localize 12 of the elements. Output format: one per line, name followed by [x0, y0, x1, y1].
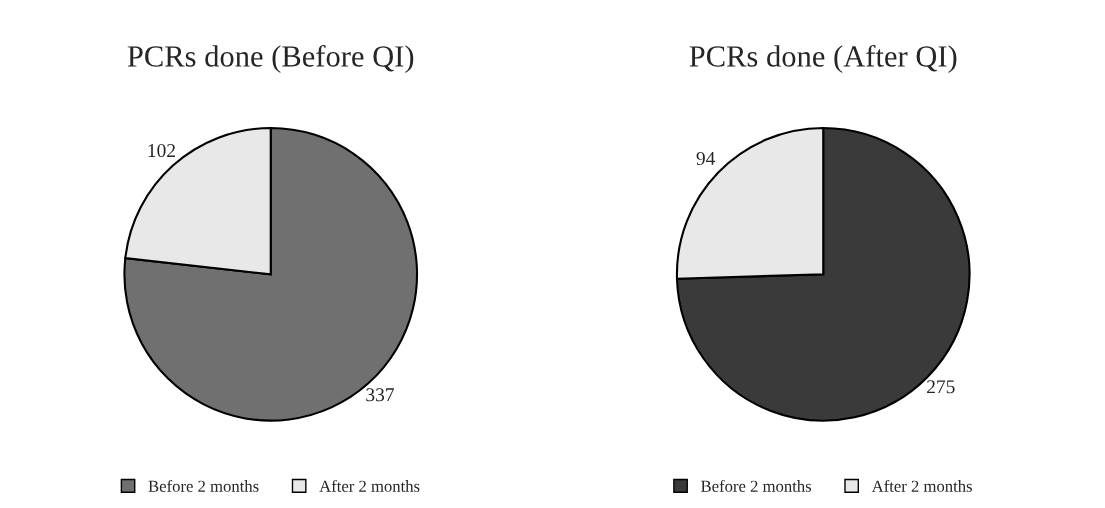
legend-label: Before 2 months	[701, 479, 812, 492]
data-label: 337	[366, 388, 395, 402]
pie-slice	[123, 126, 419, 422]
legend-label: After 2 months	[871, 479, 972, 492]
data-label: 275	[927, 380, 955, 394]
legend-label: After 2 months	[319, 479, 420, 492]
chart-title: PCRs done (Before QI)	[127, 44, 414, 73]
legend-label: Before 2 months	[148, 479, 259, 492]
pie-slice	[675, 126, 971, 422]
data-label: 94	[696, 151, 716, 166]
data-label: 102	[148, 143, 175, 158]
chart-title: PCRs done (After QI)	[689, 44, 957, 73]
